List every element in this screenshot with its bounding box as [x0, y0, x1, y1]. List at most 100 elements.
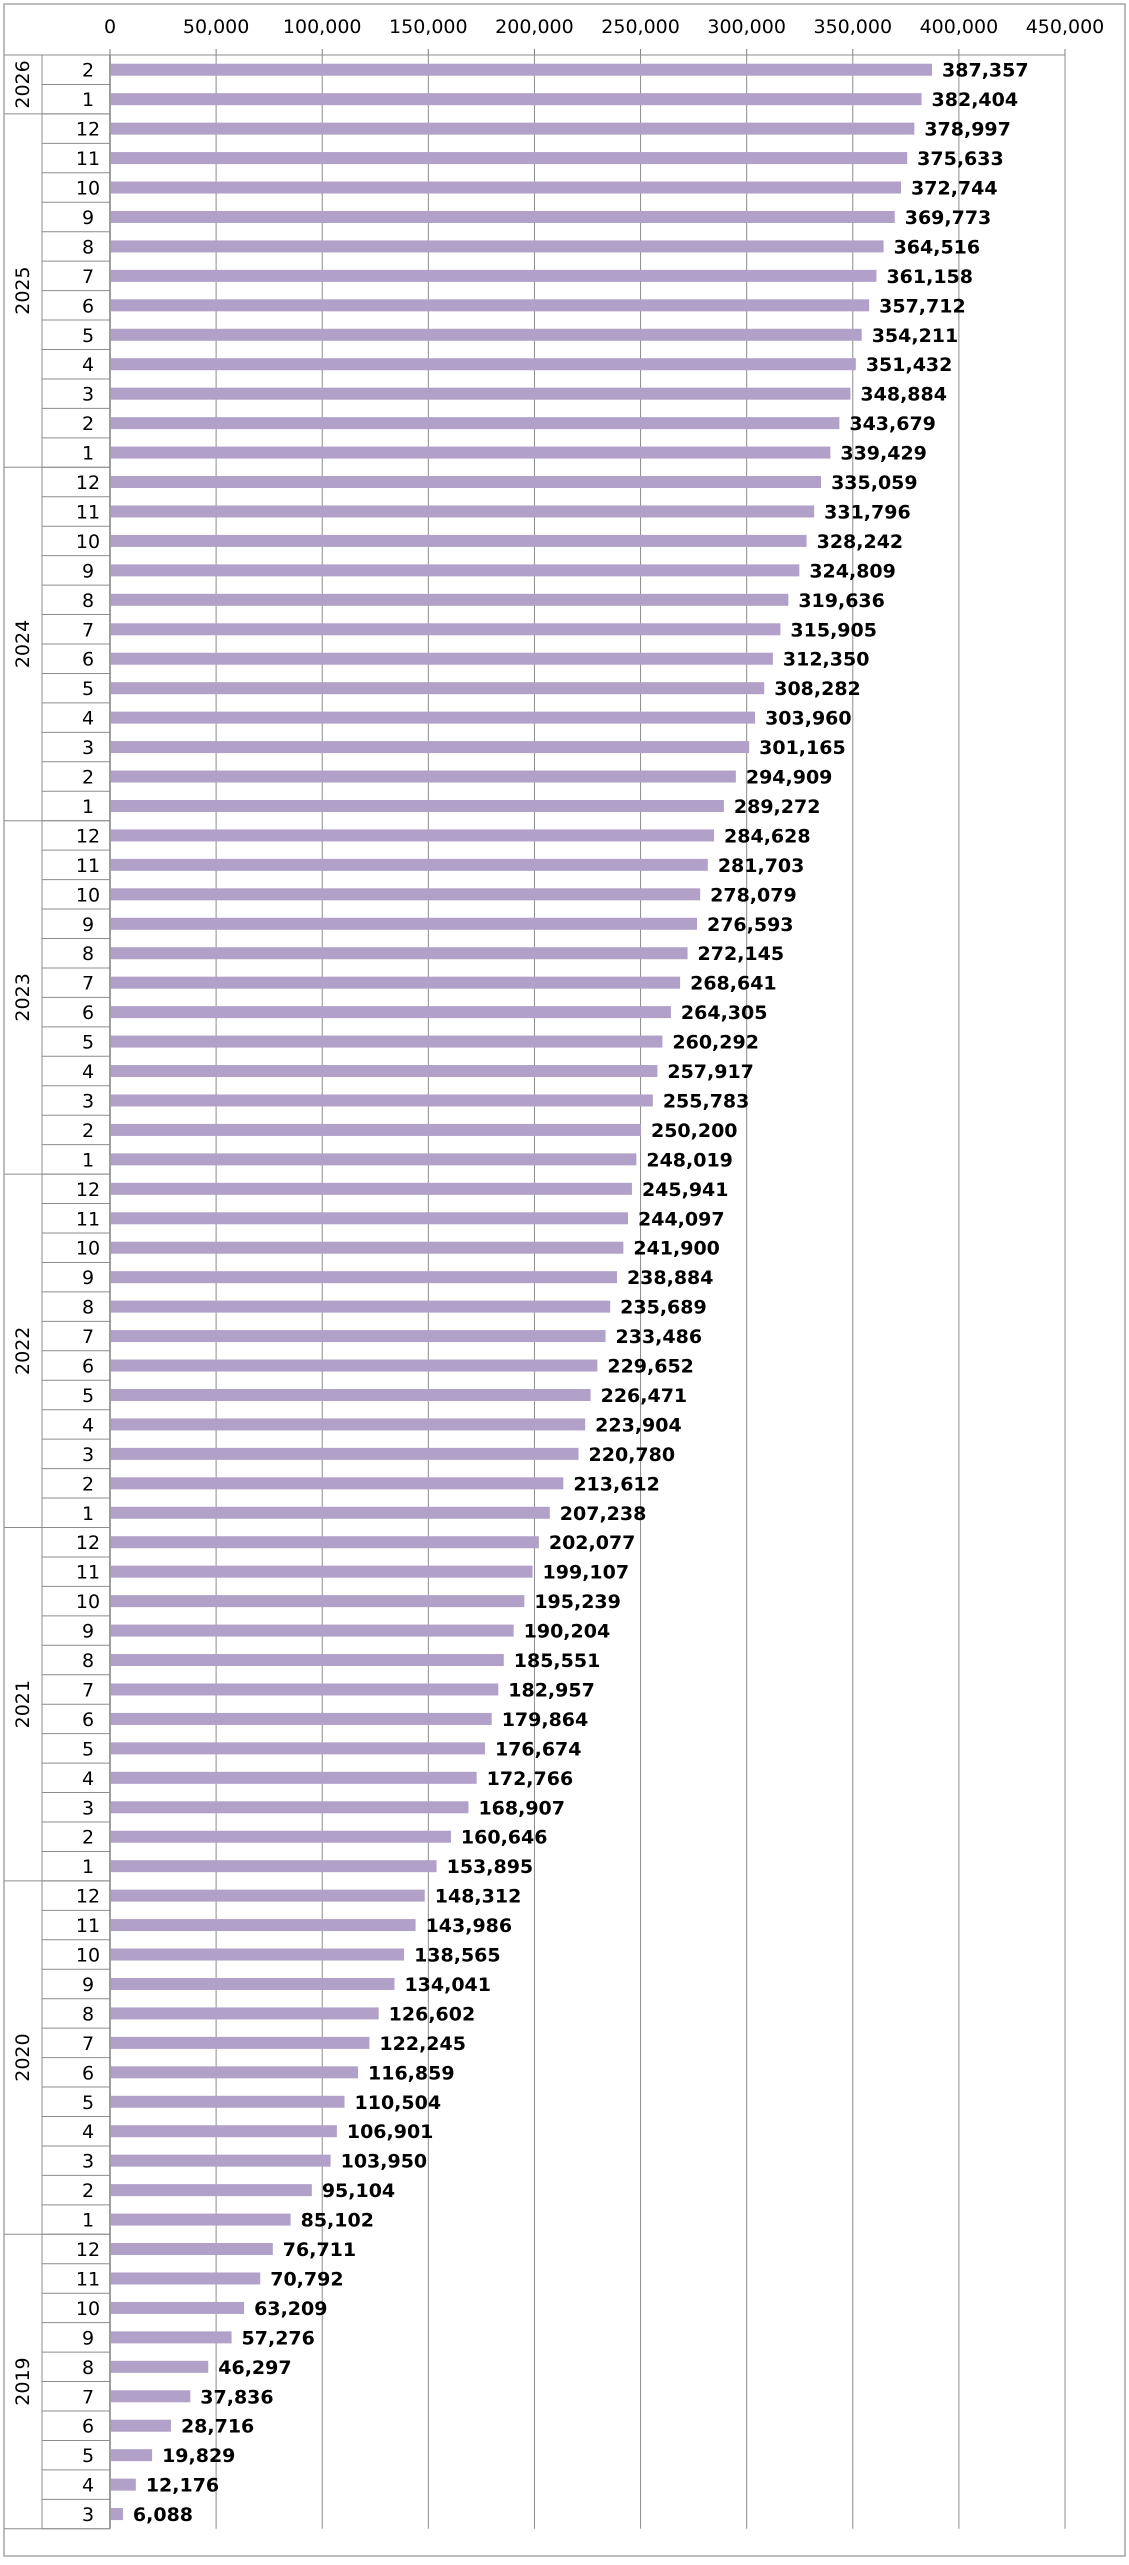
- bar: [111, 652, 773, 665]
- month-label: 3: [82, 2504, 94, 2526]
- month-label: 1: [82, 89, 94, 111]
- value-label: 160,646: [461, 1827, 548, 1849]
- value-labels: 387,357 382,404 378,997 375,633 372,744 369,7…: [133, 60, 1029, 2526]
- month-label: 4: [82, 1061, 94, 1083]
- month-label: 1: [82, 1149, 94, 1171]
- bar: [111, 2508, 123, 2521]
- month-label: 8: [82, 1650, 94, 1672]
- bar: [111, 93, 922, 106]
- year-label: 2026: [12, 60, 34, 108]
- value-label: 6,088: [133, 2504, 193, 2526]
- value-label: 276,593: [707, 914, 794, 936]
- value-label: 176,674: [495, 1738, 582, 1760]
- value-label: 369,773: [905, 207, 992, 229]
- value-label: 324,809: [809, 560, 896, 582]
- bar: [111, 2301, 245, 2314]
- value-label: 19,829: [162, 2445, 235, 2467]
- bar: [111, 2184, 312, 2197]
- month-label: 2: [82, 1473, 94, 1495]
- bar: [111, 387, 851, 400]
- bar: [111, 2449, 153, 2462]
- value-label: 148,312: [435, 1886, 522, 1908]
- month-label: 7: [82, 973, 94, 995]
- month-label: 2: [82, 1827, 94, 1849]
- bar: [111, 240, 884, 253]
- month-label: 8: [82, 2003, 94, 2025]
- month-label: 2: [82, 2180, 94, 2202]
- value-label: 244,097: [638, 1208, 725, 1230]
- bar: [111, 682, 765, 695]
- value-label: 199,107: [543, 1562, 630, 1584]
- value-label: 328,242: [817, 531, 904, 553]
- value-label: 343,679: [849, 413, 936, 435]
- month-label: 12: [76, 1179, 100, 1201]
- value-label: 278,079: [710, 884, 797, 906]
- value-label: 339,429: [840, 443, 927, 465]
- month-label: 5: [82, 1738, 94, 1760]
- bar: [111, 122, 915, 135]
- bar: [111, 1035, 663, 1048]
- year-label: 2019: [12, 2357, 34, 2405]
- month-label: 4: [82, 2475, 94, 2497]
- value-label: 357,712: [879, 295, 966, 317]
- bar: [111, 1359, 598, 1372]
- value-label: 308,282: [774, 678, 861, 700]
- value-label: 229,652: [607, 1356, 694, 1378]
- bar: [111, 1771, 477, 1784]
- bar: [111, 2419, 171, 2432]
- month-label: 4: [82, 1768, 94, 1790]
- month-label: 1: [82, 2210, 94, 2232]
- month-label: 6: [82, 295, 94, 317]
- month-label: 2: [82, 767, 94, 789]
- bar: [111, 1654, 504, 1667]
- bar: [111, 1801, 469, 1814]
- month-label: 11: [76, 148, 100, 170]
- bar: [111, 1241, 624, 1254]
- month-label: 11: [76, 1915, 100, 1937]
- chart-frame: [3, 3, 1126, 2557]
- month-label: 3: [82, 1444, 94, 1466]
- value-label: 250,200: [651, 1120, 738, 1142]
- value-label: 202,077: [549, 1532, 636, 1554]
- x-tick-label: 300,000: [707, 16, 786, 38]
- bar: [111, 888, 701, 901]
- bar: [111, 2478, 136, 2491]
- month-label: 8: [82, 236, 94, 258]
- month-label: 6: [82, 1002, 94, 1024]
- bar: [111, 770, 736, 783]
- month-label: 10: [76, 1238, 100, 1260]
- bar: [111, 181, 902, 194]
- value-label: 260,292: [672, 1032, 759, 1054]
- x-tick-label: 150,000: [389, 16, 468, 38]
- bar: [111, 1153, 637, 1166]
- month-label: 4: [82, 2121, 94, 2143]
- bars: [111, 63, 933, 2521]
- month-label: 3: [82, 1090, 94, 1112]
- bar: [111, 1388, 591, 1401]
- month-label: 9: [82, 1621, 94, 1643]
- value-label: 268,641: [690, 973, 777, 995]
- value-label: 168,907: [478, 1797, 565, 1819]
- bar: [111, 799, 724, 812]
- value-label: 284,628: [724, 825, 811, 847]
- x-tick-label: 100,000: [283, 16, 362, 38]
- month-label: 6: [82, 1709, 94, 1731]
- value-label: 289,272: [734, 796, 821, 818]
- month-label: 6: [82, 2416, 94, 2438]
- bar: [111, 1330, 606, 1343]
- month-label: 6: [82, 1356, 94, 1378]
- bar: [111, 593, 789, 606]
- bar: [111, 1948, 405, 1961]
- value-label: 122,245: [379, 2033, 466, 2055]
- value-label: 116,859: [368, 2062, 455, 2084]
- value-label: 153,895: [447, 1856, 534, 1878]
- bar: [111, 446, 831, 459]
- month-label: 4: [82, 1414, 94, 1436]
- bar: [111, 564, 800, 577]
- value-label: 179,864: [502, 1709, 589, 1731]
- month-label: 11: [76, 1208, 100, 1230]
- year-label: 2022: [12, 1327, 34, 1375]
- month-label: 4: [82, 354, 94, 376]
- value-label: 134,041: [404, 1974, 491, 1996]
- month-label: 6: [82, 2062, 94, 2084]
